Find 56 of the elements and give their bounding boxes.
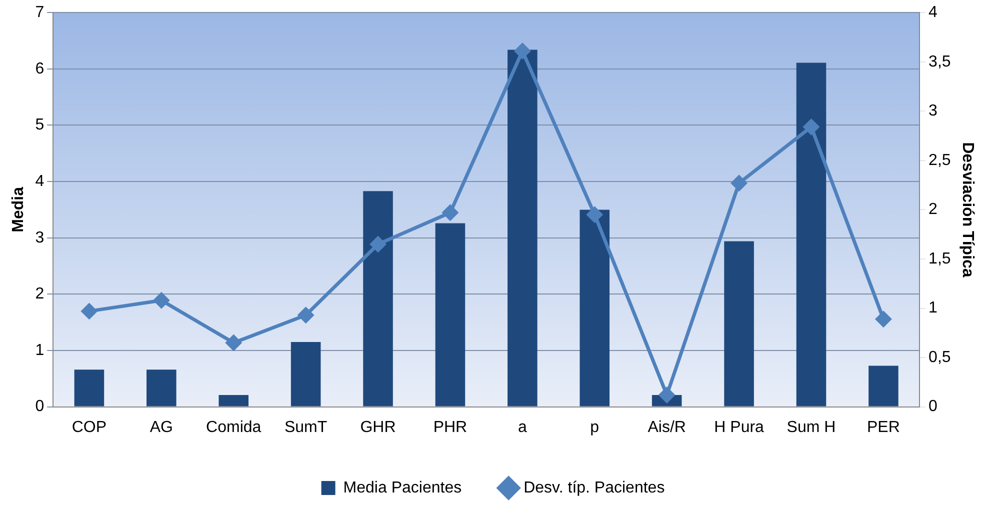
y2-tick-label: 1,5 bbox=[928, 250, 951, 268]
x-tick-label: GHR bbox=[360, 418, 396, 436]
y2-tick-label: 2 bbox=[928, 201, 938, 218]
point bbox=[154, 292, 170, 308]
bar bbox=[290, 342, 321, 406]
point bbox=[586, 206, 602, 222]
x-tick-label: AG bbox=[150, 418, 173, 436]
y-tick-label: 5 bbox=[35, 116, 44, 134]
point bbox=[226, 334, 242, 350]
point bbox=[514, 43, 530, 59]
y-tick-label: 3 bbox=[35, 229, 44, 246]
y2-tick-label: 2,5 bbox=[928, 152, 951, 169]
point bbox=[370, 236, 386, 252]
y-tick-label: 1 bbox=[35, 342, 44, 359]
bar bbox=[724, 241, 754, 406]
x-tick-label: Comida bbox=[206, 418, 262, 436]
bar bbox=[218, 394, 249, 406]
point bbox=[804, 119, 819, 135]
y2-tick-label: 3,5 bbox=[928, 53, 951, 70]
bar bbox=[796, 62, 826, 406]
y-tick-label: 4 bbox=[35, 172, 44, 190]
x-tick-label: COP bbox=[72, 418, 107, 436]
x-tick-label: PHR bbox=[433, 418, 468, 436]
point bbox=[442, 204, 458, 220]
point bbox=[659, 387, 675, 403]
point bbox=[731, 175, 747, 191]
x-tick-label: Sum H bbox=[786, 418, 836, 436]
x-tick-label: SumT bbox=[284, 418, 328, 436]
y-tick-label: 7 bbox=[35, 4, 44, 22]
point bbox=[876, 311, 892, 327]
y-tick-label: 2 bbox=[35, 286, 44, 303]
y2-tick-label: 3 bbox=[928, 102, 938, 120]
y2-tick-label: 4 bbox=[928, 4, 938, 22]
y2-tick-label: 0 bbox=[928, 398, 938, 416]
y-tick-label: 0 bbox=[35, 398, 44, 416]
point bbox=[298, 307, 314, 323]
x-tick-label: PER bbox=[867, 418, 900, 436]
y2-tick-label: 0,5 bbox=[928, 348, 951, 366]
bar bbox=[580, 210, 610, 406]
legend-label: Media Pacientes bbox=[343, 479, 462, 496]
bar bbox=[363, 191, 393, 406]
y2-axis-title: Desviación Típica bbox=[958, 142, 976, 278]
bar bbox=[508, 50, 538, 406]
y-tick-label: 6 bbox=[35, 60, 44, 78]
y-axis-title: Media bbox=[10, 186, 28, 232]
bar bbox=[146, 370, 176, 406]
bar bbox=[435, 223, 466, 406]
bar bbox=[74, 370, 104, 406]
point bbox=[81, 303, 97, 319]
x-tick-label: a bbox=[518, 418, 527, 436]
x-tick-label: p bbox=[590, 418, 600, 436]
y2-tick-label: 1 bbox=[928, 300, 938, 317]
legend-label: Desv. típ. Pacientes bbox=[524, 479, 665, 496]
x-tick-label: Ais/R bbox=[648, 418, 686, 436]
bar bbox=[868, 366, 898, 406]
x-tick-label: H Pura bbox=[714, 418, 764, 436]
